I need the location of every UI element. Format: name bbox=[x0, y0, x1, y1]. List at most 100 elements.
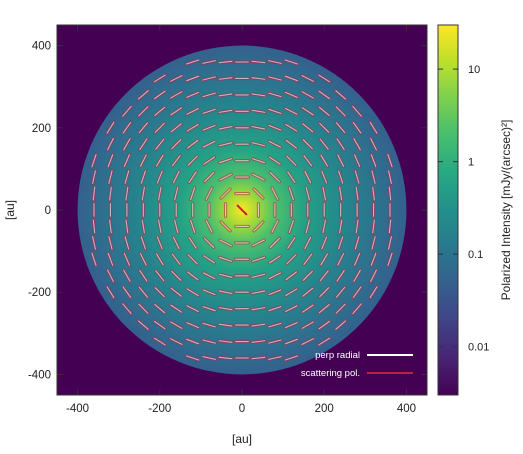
perp-radial-vector bbox=[154, 122, 165, 133]
perp-radial-vector bbox=[204, 172, 215, 183]
perp-radial-vector bbox=[251, 256, 266, 262]
perp-radial-vector bbox=[355, 186, 359, 201]
perp-radial-vector bbox=[218, 60, 233, 64]
perp-radial-vector bbox=[122, 286, 132, 298]
perp-radial-vector bbox=[354, 236, 360, 250]
perp-radial-vector bbox=[251, 158, 266, 164]
perp-radial-vector bbox=[174, 219, 179, 234]
perp-radial-vector bbox=[318, 74, 331, 83]
perp-radial-vector bbox=[268, 322, 282, 328]
perp-radial-vector bbox=[286, 155, 297, 166]
perp-radial-vector bbox=[268, 289, 282, 296]
perp-radial-vector bbox=[170, 287, 182, 297]
perp-radial-vector bbox=[305, 219, 310, 234]
perp-radial-vector bbox=[218, 256, 233, 262]
perp-radial-vector bbox=[268, 339, 282, 344]
perp-radial-vector bbox=[138, 122, 148, 134]
perp-radial-vector bbox=[218, 290, 233, 295]
perp-radial-vector bbox=[202, 289, 216, 296]
perp-radial-vector bbox=[123, 138, 131, 151]
perp-radial-vector bbox=[202, 76, 216, 81]
perp-radial-vector bbox=[108, 236, 113, 250]
colorbar-tick-label: 1 bbox=[468, 157, 474, 169]
perp-radial-vector bbox=[154, 90, 166, 100]
perp-radial-vector bbox=[218, 77, 233, 80]
perp-radial-vector bbox=[170, 91, 183, 99]
perp-radial-vector bbox=[92, 236, 96, 250]
perp-radial-vector bbox=[122, 105, 132, 117]
perp-radial-vector bbox=[190, 186, 196, 201]
perp-radial-vector bbox=[92, 186, 96, 201]
perp-radial-vector bbox=[287, 171, 296, 183]
perp-radial-vector bbox=[186, 271, 199, 281]
perp-radial-vector bbox=[354, 154, 361, 168]
polarization-vectors bbox=[90, 58, 394, 362]
perp-radial-vector bbox=[91, 252, 97, 266]
perp-radial-vector bbox=[301, 91, 314, 99]
perp-radial-vector bbox=[139, 269, 148, 282]
perp-radial-vector bbox=[284, 59, 298, 65]
x-tick-label: 200 bbox=[315, 403, 334, 415]
perp-radial-vector bbox=[288, 186, 294, 201]
perp-radial-vector bbox=[388, 219, 392, 234]
colorbar-label: Polarized Intensity [mJy/(arcsec)²] bbox=[499, 120, 513, 301]
perp-radial-vector bbox=[188, 171, 197, 183]
perp-radial-vector bbox=[154, 287, 165, 298]
perp-radial-vector bbox=[155, 138, 165, 150]
perp-radial-vector bbox=[218, 125, 233, 130]
perp-radial-vector bbox=[169, 75, 183, 82]
perp-radial-vector bbox=[268, 76, 282, 81]
perp-radial-vector bbox=[123, 252, 130, 266]
perp-radial-vector bbox=[107, 252, 114, 266]
perp-radial-vector bbox=[122, 303, 132, 315]
colorbar-tick-label: 10 bbox=[468, 64, 480, 76]
perp-radial-vector bbox=[107, 137, 114, 151]
perp-radial-vector bbox=[156, 236, 163, 250]
perp-radial-vector bbox=[172, 236, 180, 250]
perp-radial-vector bbox=[186, 139, 199, 149]
perp-radial-vector bbox=[370, 137, 377, 151]
perp-radial-vector bbox=[171, 270, 182, 281]
perp-radial-vector bbox=[353, 269, 361, 282]
perp-radial-vector bbox=[141, 186, 145, 201]
perp-radial-vector bbox=[370, 269, 377, 283]
perp-radial-vector bbox=[218, 307, 233, 311]
perp-radial-vector bbox=[318, 337, 331, 346]
perp-radial-vector bbox=[285, 107, 298, 115]
perp-radial-vector bbox=[219, 239, 232, 247]
colorbar-ticks: 0.01 0.1 1 10 bbox=[438, 64, 489, 354]
perp-radial-vector bbox=[203, 255, 215, 264]
perp-radial-vector bbox=[352, 122, 362, 134]
perp-radial-vector bbox=[171, 253, 181, 266]
perp-radial-vector bbox=[336, 269, 345, 282]
perp-radial-vector bbox=[336, 138, 345, 151]
perp-radial-vector bbox=[138, 303, 149, 314]
perp-radial-vector bbox=[252, 173, 265, 181]
perp-radial-vector bbox=[220, 221, 231, 232]
perp-radial-vector bbox=[337, 253, 345, 266]
perp-radial-vector bbox=[157, 186, 162, 201]
perp-radial-vector bbox=[170, 304, 183, 313]
perp-radial-vector bbox=[353, 138, 361, 151]
perp-radial-vector bbox=[251, 340, 266, 343]
perp-radial-vector bbox=[269, 255, 281, 264]
perp-radial-vector bbox=[218, 323, 233, 327]
perp-radial-vector bbox=[123, 154, 130, 168]
perp-radial-vector bbox=[337, 154, 345, 167]
perp-radial-vector bbox=[251, 356, 266, 360]
perp-radial-vector bbox=[301, 338, 315, 345]
perp-radial-vector bbox=[352, 303, 362, 315]
perp-radial-vector bbox=[138, 286, 148, 298]
perp-radial-vector bbox=[284, 338, 298, 345]
y-tick-label: 400 bbox=[32, 41, 51, 53]
perp-radial-vector bbox=[202, 306, 216, 312]
perp-radial-vector bbox=[335, 90, 347, 100]
perp-radial-vector bbox=[319, 122, 330, 133]
perp-radial-vector bbox=[387, 154, 393, 168]
perp-radial-vector bbox=[153, 337, 166, 346]
perp-radial-vector bbox=[268, 272, 282, 280]
perp-radial-vector bbox=[155, 270, 165, 282]
perp-radial-vector bbox=[303, 253, 313, 266]
perp-radial-vector bbox=[268, 306, 282, 312]
perp-radial-vector bbox=[253, 188, 264, 199]
